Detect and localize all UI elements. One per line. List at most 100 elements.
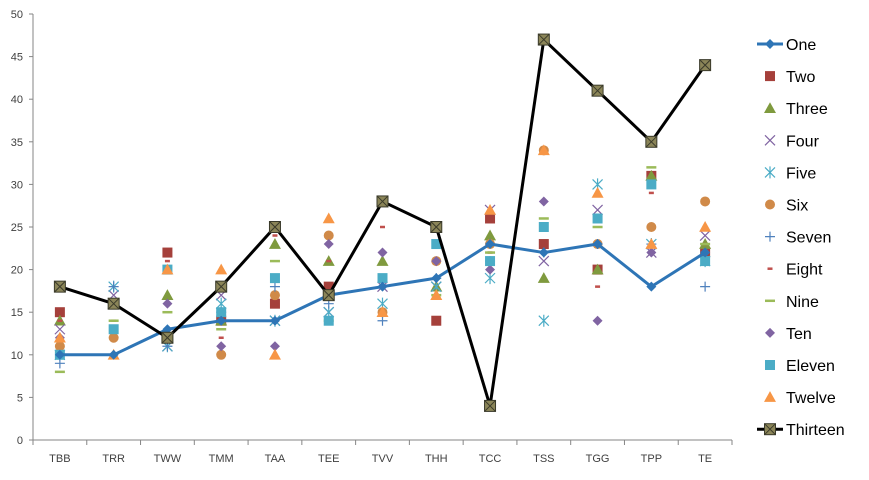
x-tick-label: TBB [49, 453, 70, 465]
data-point-eleven [431, 239, 442, 250]
data-point-one [54, 349, 65, 360]
data-point-one [108, 349, 119, 360]
data-point-eleven [700, 256, 711, 267]
data-point-thirteen [53, 280, 66, 293]
x-tick-label: TGG [586, 453, 610, 465]
y-tick-label: 20 [11, 265, 23, 277]
data-point-thirteen [322, 289, 335, 302]
legend-label: One [786, 37, 816, 54]
marker-cross [537, 33, 550, 46]
axes: 0 5 10 15 20 25 30 35 40 45 50 TBB TRR TWW TMM TAA TEE TV… [11, 9, 733, 465]
data-point-ten [538, 196, 549, 207]
legend-label: Ten [786, 326, 812, 343]
data-point-six [269, 290, 280, 301]
legend-item-one: One [757, 37, 816, 54]
y-tick-label: 50 [11, 9, 23, 21]
legend-item-twelve: Twelve [764, 390, 836, 407]
data-point-three [645, 169, 658, 181]
y-tick-label: 0 [17, 435, 23, 447]
data-point-ten [377, 247, 388, 258]
legend-item-seven: Seven [765, 230, 831, 247]
y-tick-label: 25 [11, 222, 23, 234]
legend-marker [765, 327, 775, 338]
x-tick-label: TEE [318, 453, 339, 465]
legend-item-four: Four [764, 133, 820, 150]
data-point-four [538, 255, 550, 267]
legend-item-five: Five [764, 165, 816, 182]
data-point-one [377, 281, 388, 292]
data-point-twelve [53, 331, 66, 343]
series-thirteen [53, 33, 712, 412]
data-point-twelve [215, 263, 228, 275]
marker-cross [764, 423, 776, 436]
data-point-two [54, 307, 65, 318]
x-tick-label: TMM [209, 453, 234, 465]
legend-label: Eight [786, 262, 823, 279]
data-point-one [592, 239, 603, 250]
marker-cross [591, 84, 604, 97]
data-point-two [162, 247, 173, 258]
marker-cross [269, 221, 281, 233]
legend-label: Four [786, 133, 820, 150]
data-point-two [538, 239, 549, 250]
data-point-six [323, 230, 334, 241]
marker-cross [54, 280, 66, 293]
data-point-twelve [537, 144, 550, 156]
legend-item-two: Two [765, 69, 815, 86]
y-tick-label: 15 [11, 307, 23, 319]
data-point-ten [162, 298, 173, 309]
legend-item-ten: Ten [765, 326, 812, 343]
legend-item-six: Six [765, 198, 808, 215]
data-point-seven [269, 281, 280, 292]
data-point-twelve [645, 238, 658, 249]
x-tick-label: TSS [533, 453, 554, 465]
data-point-thirteen [537, 33, 550, 46]
data-point-twelve [699, 221, 712, 232]
data-point-six [646, 222, 657, 232]
data-point-three [591, 263, 604, 275]
legend-label: Thirteen [786, 422, 845, 439]
y-tick-label: 40 [11, 94, 23, 106]
data-point-four [592, 204, 604, 216]
data-point-six [108, 332, 119, 343]
x-tick-label: TE [698, 453, 712, 465]
data-point-eleven [538, 222, 549, 232]
data-point-twelve [430, 289, 443, 300]
data-point-one [269, 315, 280, 326]
data-point-eleven [646, 179, 657, 190]
legend-marker [764, 423, 776, 436]
data-point-twelve [484, 203, 497, 215]
legend-label: Six [786, 198, 808, 215]
legend-marker [764, 102, 776, 113]
data-point-ten [646, 247, 657, 258]
data-point-two [269, 298, 280, 309]
data-point-three [537, 272, 550, 283]
x-tick-label: TVV [372, 453, 394, 465]
data-point-twelve [376, 306, 389, 317]
x-tick-label: TAA [265, 453, 286, 465]
marker-cross [376, 195, 389, 208]
data-point-thirteen [591, 84, 604, 97]
data-point-thirteen [430, 221, 443, 233]
data-point-thirteen [268, 221, 281, 233]
legend-marker [765, 360, 775, 370]
data-point-eleven [108, 324, 119, 335]
data-point-thirteen [699, 59, 712, 72]
series-line-thirteen [59, 38, 707, 408]
legend: One Two Three Four Five Six Seven Eight Nine Ten E… [757, 37, 845, 439]
data-point-twelve [322, 212, 335, 224]
marker-cross [322, 289, 335, 302]
data-point-five [538, 314, 550, 327]
data-point-six [54, 341, 65, 352]
data-point-thirteen [484, 399, 497, 412]
legend-marker [764, 134, 776, 146]
legend-marker [765, 199, 775, 210]
data-point-thirteen [107, 297, 120, 310]
data-point-ten [592, 315, 603, 326]
legend-label: Two [786, 69, 815, 86]
legend-marker [764, 166, 776, 179]
data-point-one [485, 239, 496, 250]
data-point-twelve [591, 186, 604, 198]
